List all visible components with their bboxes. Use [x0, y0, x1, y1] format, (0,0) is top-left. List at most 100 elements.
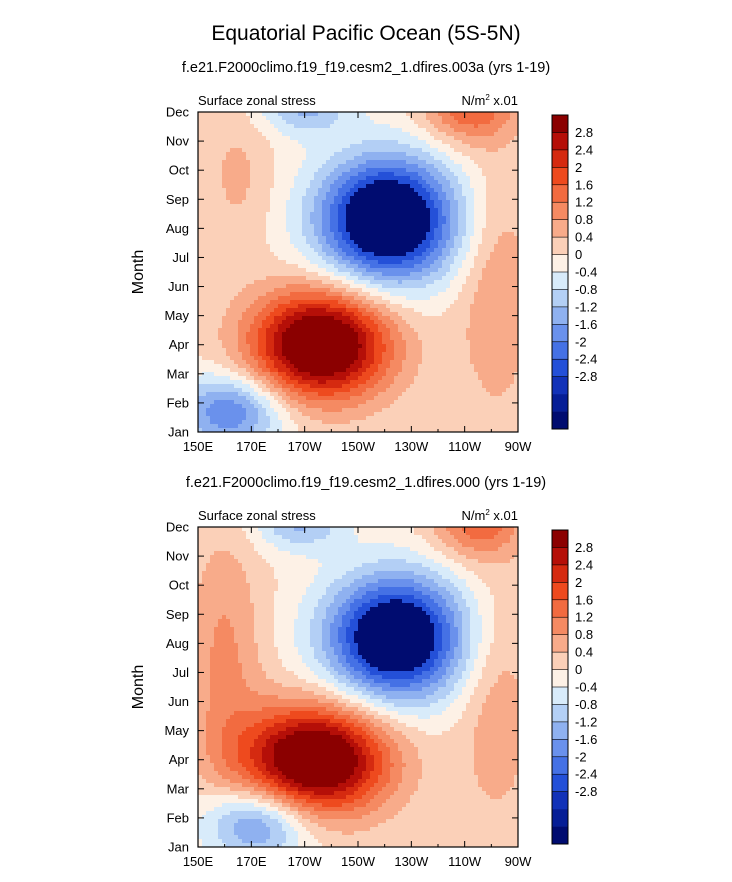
heatmap-cell — [238, 304, 243, 309]
heatmap-cell — [210, 396, 215, 401]
heatmap-cell — [378, 296, 383, 301]
heatmap-cell — [262, 120, 267, 125]
heatmap-cell — [386, 364, 391, 369]
heatmap-cell — [310, 340, 315, 345]
heatmap-cell — [402, 248, 407, 253]
heatmap-cell — [230, 276, 235, 281]
heatmap-cell — [278, 344, 283, 349]
heatmap-cell — [234, 428, 239, 433]
heatmap-cell — [230, 292, 235, 297]
heatmap-cell — [322, 264, 327, 269]
heatmap-cell — [386, 112, 391, 117]
heatmap-cell — [226, 320, 231, 325]
heatmap-cell — [374, 372, 379, 377]
heatmap-cell — [442, 184, 447, 189]
heatmap-cell — [358, 232, 363, 237]
heatmap-cell — [342, 320, 347, 325]
heatmap-cell — [350, 368, 355, 373]
heatmap-cell — [234, 168, 239, 173]
heatmap-cell — [310, 308, 315, 313]
heatmap-cell — [262, 416, 267, 421]
heatmap-cell — [250, 300, 255, 305]
heatmap-cell — [438, 176, 443, 181]
heatmap-cell — [206, 260, 211, 265]
heatmap-cell — [262, 244, 267, 249]
heatmap-cell — [418, 116, 423, 121]
heatmap-cell — [406, 192, 411, 197]
heatmap-cell — [202, 120, 207, 125]
heatmap-cell — [222, 136, 227, 141]
heatmap-cell — [310, 384, 315, 389]
heatmap-cell — [314, 124, 319, 129]
heatmap-cell — [438, 316, 443, 321]
heatmap-cell — [366, 404, 371, 409]
heatmap-cell — [262, 336, 267, 341]
heatmap-cell — [298, 400, 303, 405]
heatmap-cell — [350, 408, 355, 413]
heatmap-cell — [402, 416, 407, 421]
heatmap-cell — [366, 288, 371, 293]
heatmap-cell — [206, 212, 211, 217]
heatmap-cell — [198, 400, 203, 405]
heatmap-cell — [322, 372, 327, 377]
heatmap-cell — [426, 304, 431, 309]
heatmap-cell — [242, 320, 247, 325]
heatmap-cell — [266, 332, 271, 337]
heatmap-cell — [226, 372, 231, 377]
heatmap-cell — [274, 180, 279, 185]
heatmap-cell — [206, 144, 211, 149]
heatmap-cell — [406, 380, 411, 385]
heatmap-cell — [442, 136, 447, 141]
heatmap-cell — [198, 156, 203, 161]
heatmap-cell — [322, 120, 327, 125]
heatmap-cell — [442, 416, 447, 421]
heatmap-cell — [206, 332, 211, 337]
heatmap-cell — [310, 188, 315, 193]
heatmap-cell — [410, 328, 415, 333]
heatmap-cell — [434, 420, 439, 425]
heatmap-cell — [282, 148, 287, 153]
heatmap-cell — [318, 360, 323, 365]
heatmap-cell — [282, 228, 287, 233]
heatmap-cell — [242, 120, 247, 125]
heatmap-cell — [346, 312, 351, 317]
heatmap-cell — [346, 188, 351, 193]
heatmap-cell — [238, 260, 243, 265]
heatmap-cell — [346, 268, 351, 273]
heatmap-cell — [210, 240, 215, 245]
heatmap-cell — [350, 300, 355, 305]
heatmap-cell — [350, 336, 355, 341]
heatmap-cell — [222, 276, 227, 281]
heatmap-cell — [202, 388, 207, 393]
heatmap-cell — [254, 144, 259, 149]
heatmap-cell — [318, 216, 323, 221]
heatmap-cell — [258, 164, 263, 169]
heatmap-cell — [342, 344, 347, 349]
heatmap-cell — [310, 172, 315, 177]
heatmap-cell — [242, 424, 247, 429]
heatmap-cell — [402, 180, 407, 185]
heatmap-cell — [434, 272, 439, 277]
heatmap-cell — [406, 292, 411, 297]
heatmap-cell — [270, 176, 275, 181]
heatmap-cell — [250, 392, 255, 397]
heatmap-cell — [298, 200, 303, 205]
heatmap-cell — [262, 268, 267, 273]
heatmap-cell — [398, 300, 403, 305]
heatmap-cell — [318, 408, 323, 413]
heatmap-cell — [294, 232, 299, 237]
heatmap-cell — [366, 128, 371, 133]
heatmap-cell — [414, 228, 419, 233]
heatmap-cell — [242, 180, 247, 185]
heatmap-cell — [246, 120, 251, 125]
heatmap-cell — [298, 144, 303, 149]
heatmap-cell — [386, 424, 391, 429]
heatmap-cell — [266, 272, 271, 277]
heatmap-cell — [218, 324, 223, 329]
heatmap-cell — [258, 364, 263, 369]
heatmap-cell — [350, 132, 355, 137]
heatmap-cell — [386, 204, 391, 209]
heatmap-cell — [282, 384, 287, 389]
heatmap-cell — [358, 336, 363, 341]
heatmap-cell — [414, 332, 419, 337]
